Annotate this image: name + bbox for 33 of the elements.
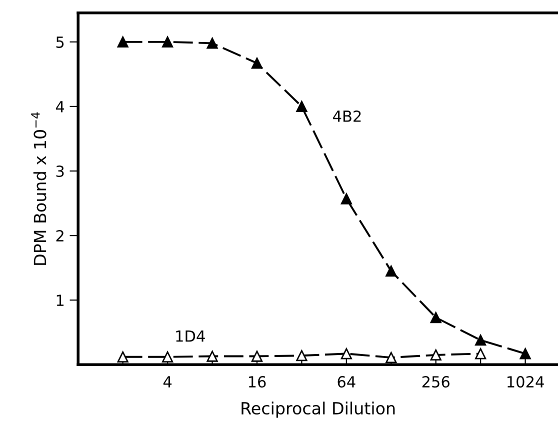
x-tick-label: 1024: [508, 376, 544, 388]
y-axis-title: DPM Bound x 10$^{−4}$: [31, 112, 46, 265]
point: [430, 349, 442, 361]
y-tick-label: 1: [56, 294, 64, 306]
point: [251, 58, 263, 69]
point: [475, 348, 486, 360]
point: [340, 193, 352, 204]
x-tick-label: 16: [248, 376, 266, 388]
point: [162, 36, 174, 48]
series-label: 1D4: [176, 330, 205, 342]
y-tick-label: 3: [56, 165, 64, 178]
point: [206, 38, 218, 49]
point: [162, 351, 174, 362]
point: [520, 348, 531, 360]
point: [475, 334, 486, 346]
point: [340, 348, 352, 360]
y-tick-label: 2: [56, 230, 64, 242]
point: [117, 351, 128, 362]
y-tick-label: 5: [56, 36, 64, 48]
point: [251, 350, 263, 362]
series-label: 4B2: [333, 110, 361, 122]
y-tick-label: 4: [56, 101, 64, 112]
point: [117, 36, 128, 48]
point: [386, 266, 397, 277]
point: [386, 352, 397, 364]
point: [430, 312, 442, 324]
point: [296, 350, 308, 362]
point: [206, 350, 218, 362]
x-tick-label: 64: [338, 376, 356, 388]
x-axis-title: Reciprocal Dilution: [242, 402, 395, 418]
x-tick-label: 4: [163, 376, 172, 388]
point: [296, 100, 308, 112]
x-tick-label: 256: [422, 376, 450, 388]
